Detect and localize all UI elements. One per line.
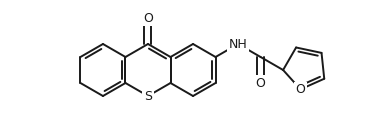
Text: O: O	[296, 83, 306, 96]
Text: S: S	[144, 89, 152, 102]
Text: O: O	[143, 11, 153, 24]
Text: O: O	[256, 76, 265, 89]
Text: NH: NH	[229, 38, 248, 51]
